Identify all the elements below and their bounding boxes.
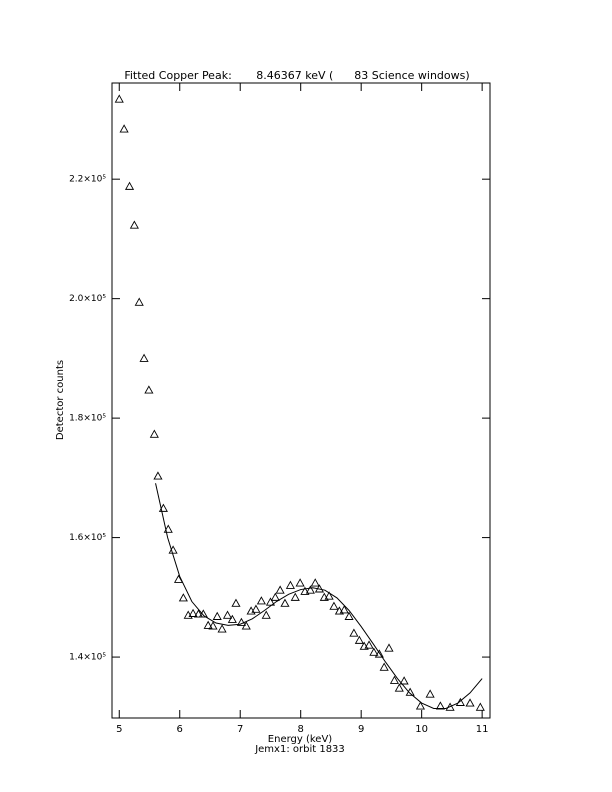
data-point: [251, 604, 261, 613]
data-point: [173, 574, 184, 583]
y-tick-label: 1.6×10⁵: [69, 533, 106, 543]
data-point: [217, 624, 227, 633]
data-point: [305, 585, 315, 594]
data-point: [119, 124, 129, 133]
data-point: [222, 610, 233, 619]
data-point: [124, 181, 135, 190]
data-point: [149, 429, 159, 438]
data-point: [198, 609, 208, 618]
data-point: [374, 649, 384, 658]
data-point: [241, 621, 251, 630]
x-tick-label: 10: [415, 724, 428, 735]
data-point: [280, 598, 290, 607]
x-tick-label: 6: [177, 724, 183, 735]
data-point: [394, 683, 404, 692]
data-point: [354, 635, 364, 644]
data-point: [389, 675, 400, 684]
y-tick-label: 2.2×10⁵: [69, 175, 106, 185]
subtitle: Jemx1: orbit 1833: [254, 744, 345, 755]
data-point: [188, 608, 198, 617]
data-point: [129, 220, 139, 229]
data-point: [329, 601, 339, 610]
data-point: [212, 611, 222, 620]
data-point: [265, 597, 276, 606]
x-tick-label: 5: [116, 724, 122, 735]
data-point: [435, 701, 445, 710]
data-point: [163, 524, 173, 533]
data-point: [227, 614, 237, 623]
data-point: [425, 689, 435, 698]
data-point: [275, 585, 285, 594]
data-point: [261, 610, 271, 619]
data-point: [349, 628, 359, 637]
data-point: [193, 609, 204, 618]
data-point: [231, 598, 241, 607]
data-point: [344, 611, 354, 620]
x-axis-label: Energy (keV): [268, 734, 333, 745]
data-point: [415, 701, 426, 710]
data-point: [399, 676, 409, 685]
data-point: [256, 596, 266, 605]
data-point: [203, 620, 213, 629]
x-tick-label: 9: [358, 724, 364, 735]
y-axis-label: Detector counts: [55, 360, 66, 440]
data-point: [324, 591, 334, 600]
fit-line: [155, 483, 483, 709]
chart-title: Fitted Copper Peak: 8.46367 keV ( 83 Sci…: [124, 69, 469, 82]
data-point: [114, 94, 124, 103]
data-point: [369, 647, 379, 656]
data-point: [465, 698, 475, 707]
data-point: [139, 353, 149, 362]
y-tick-label: 1.8×10⁵: [69, 414, 106, 424]
data-point: [153, 471, 163, 480]
x-tick-label: 8: [298, 724, 304, 735]
data-point: [379, 662, 389, 671]
data-point: [339, 605, 349, 614]
x-tick-label: 11: [476, 724, 489, 735]
data-point: [300, 586, 310, 595]
data-point: [475, 702, 485, 711]
data-point: [236, 617, 246, 626]
data-point: [285, 580, 295, 589]
data-point: [295, 578, 305, 587]
data-point: [364, 640, 374, 649]
y-tick-label: 2.0×10⁵: [69, 294, 106, 304]
data-point: [144, 385, 154, 394]
data-point: [208, 621, 218, 630]
data-point: [270, 592, 280, 601]
data-point: [134, 297, 144, 306]
y-tick-label: 1.4×10⁵: [69, 653, 106, 663]
data-point: [290, 592, 300, 601]
data-point: [178, 593, 188, 602]
data-point: [384, 643, 394, 652]
x-tick-label: 7: [237, 724, 243, 735]
data-point: [310, 578, 320, 587]
